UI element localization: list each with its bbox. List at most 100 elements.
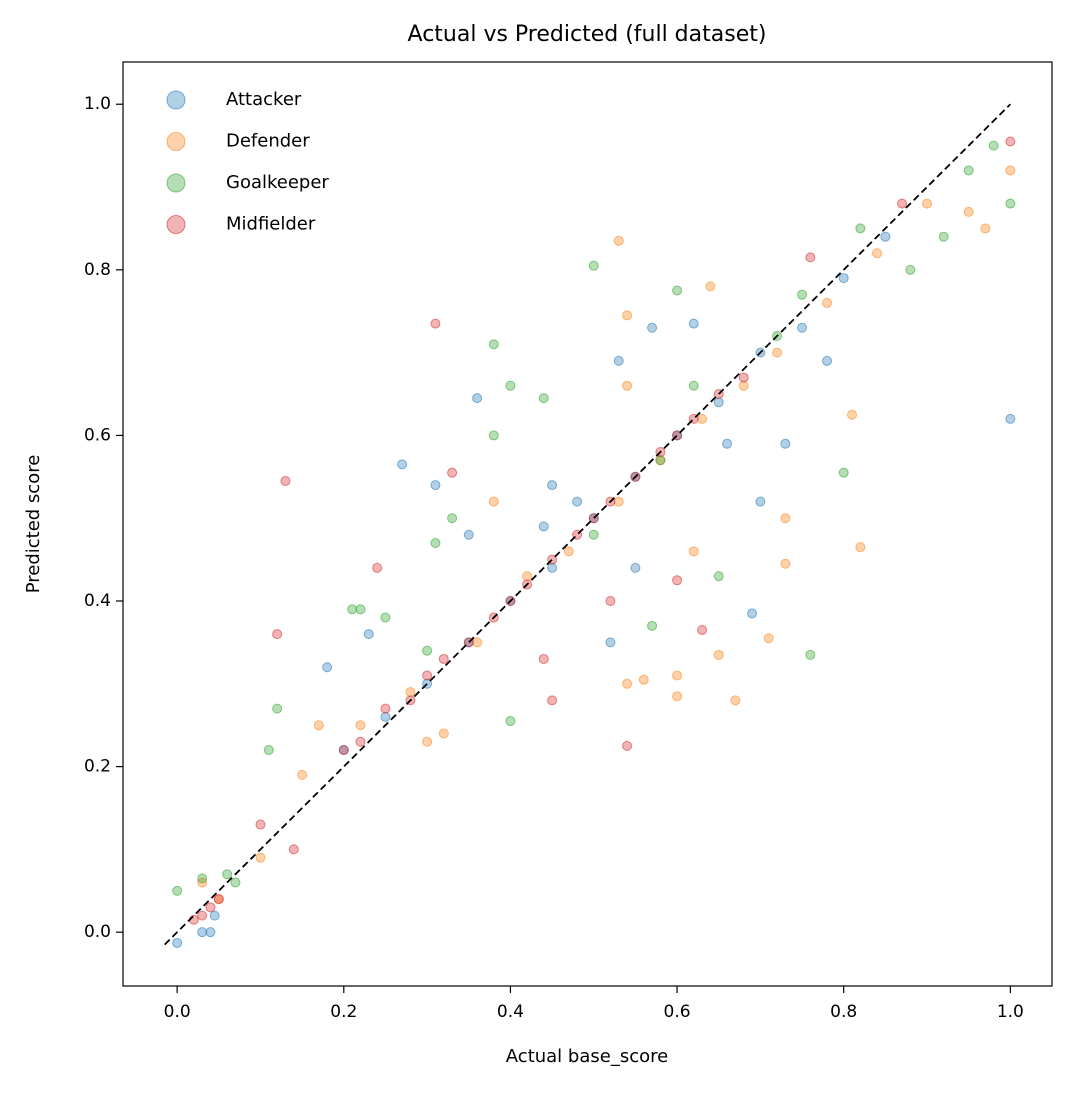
y-tick-label: 0.2	[84, 757, 111, 777]
point	[380, 612, 391, 623]
point	[963, 165, 974, 176]
point	[522, 571, 533, 582]
point	[255, 819, 266, 830]
point	[880, 231, 891, 242]
point	[297, 769, 308, 780]
point	[488, 430, 499, 441]
point	[647, 322, 658, 333]
point	[605, 637, 616, 648]
point	[255, 852, 266, 863]
point	[405, 687, 416, 698]
point	[547, 562, 558, 573]
point	[897, 198, 908, 209]
point	[630, 562, 641, 573]
point	[755, 496, 766, 507]
point	[780, 438, 791, 449]
point	[422, 645, 433, 656]
point	[713, 649, 724, 660]
series	[188, 136, 1016, 925]
point	[372, 562, 383, 573]
point	[988, 140, 999, 151]
point	[355, 736, 366, 747]
point	[622, 380, 633, 391]
point	[447, 513, 458, 524]
y-axis-label: Predicted score	[23, 455, 44, 594]
point	[209, 910, 220, 921]
point	[230, 877, 241, 888]
legend-label: Defender	[226, 131, 310, 152]
point	[338, 745, 349, 756]
y-tick-label: 0.0	[84, 922, 111, 942]
point	[288, 844, 299, 855]
point	[547, 695, 558, 706]
point	[797, 289, 808, 300]
x-tick-label: 0.2	[330, 1002, 357, 1022]
point	[222, 869, 233, 880]
point	[538, 521, 549, 532]
legend-label: Midfielder	[226, 214, 316, 235]
point	[905, 264, 916, 275]
point	[647, 620, 658, 631]
series	[197, 165, 1016, 905]
point	[922, 198, 933, 209]
point	[747, 608, 758, 619]
point	[838, 467, 849, 478]
point	[872, 248, 883, 259]
point	[847, 409, 858, 420]
point	[688, 546, 699, 557]
point	[713, 571, 724, 582]
point	[838, 273, 849, 284]
y-tick-label: 1.0	[84, 94, 111, 114]
point	[780, 558, 791, 569]
point	[397, 459, 408, 470]
point	[572, 496, 583, 507]
chart-title: Actual vs Predicted (full dataset)	[408, 22, 767, 47]
point	[763, 633, 774, 644]
point	[772, 347, 783, 358]
point	[205, 927, 216, 938]
y-tick-label: 0.6	[84, 425, 111, 445]
point	[488, 339, 499, 350]
y-tick-label: 0.8	[84, 260, 111, 280]
point	[738, 372, 749, 383]
point	[622, 740, 633, 751]
legend-label: Goalkeeper	[226, 172, 329, 193]
point	[780, 513, 791, 524]
legend-marker	[166, 173, 186, 193]
point	[805, 649, 816, 660]
point	[672, 670, 683, 681]
point	[1005, 136, 1016, 147]
x-tick-label: 0.4	[497, 1002, 524, 1022]
plot-frame	[122, 61, 1053, 987]
point	[355, 720, 366, 731]
point	[697, 624, 708, 635]
point	[363, 629, 374, 640]
point	[430, 318, 441, 329]
point	[855, 542, 866, 553]
legend-marker	[166, 132, 186, 151]
point	[672, 285, 683, 296]
point	[613, 355, 624, 366]
point	[447, 467, 458, 478]
point	[963, 206, 974, 217]
point	[430, 480, 441, 491]
point	[805, 252, 816, 263]
point	[505, 716, 516, 727]
point	[505, 380, 516, 391]
point	[280, 475, 291, 486]
point	[422, 670, 433, 681]
point	[438, 728, 449, 739]
point	[655, 455, 666, 466]
point	[797, 322, 808, 333]
point	[822, 297, 833, 308]
point	[705, 281, 716, 292]
point	[197, 910, 208, 921]
point	[563, 546, 574, 557]
point	[1005, 198, 1016, 209]
x-axis-label: Actual base_score	[506, 1046, 668, 1067]
point	[588, 529, 599, 540]
point	[588, 260, 599, 271]
point	[855, 223, 866, 234]
legend-marker	[166, 90, 186, 110]
series	[172, 140, 1016, 896]
